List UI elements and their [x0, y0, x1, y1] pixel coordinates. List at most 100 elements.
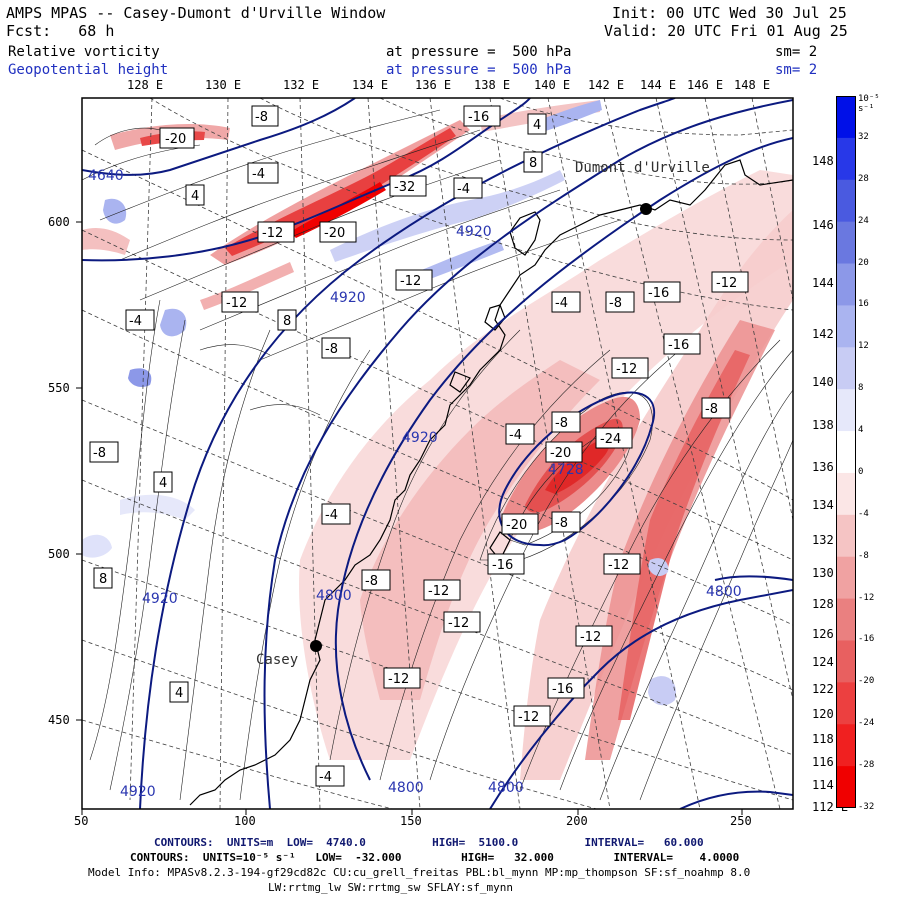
- colorbar-label: -24: [858, 718, 875, 729]
- svg-text:-24: -24: [600, 432, 621, 447]
- colorbar-segment: [836, 556, 856, 600]
- vorticity-label: -12: [221, 291, 259, 313]
- lat-lon-grid: [82, 98, 793, 809]
- colorbar-label: 20: [858, 257, 869, 268]
- svg-text:8: 8: [283, 314, 291, 329]
- colorbar-label: -8: [858, 550, 869, 561]
- field1-level: at pressure = 500 hPa: [386, 44, 572, 60]
- model-info: Model Info: MPASv8.2.3-194-gf29cd82c CU:…: [88, 866, 751, 879]
- field2-level: at pressure = 500 hPa: [386, 62, 572, 78]
- height-contour-info: CONTOURS: UNITS=m LOW= 4740.0 HIGH= 5100…: [154, 836, 704, 849]
- vorticity-label: -4: [315, 765, 345, 787]
- vorticity-label: -12: [423, 579, 461, 601]
- svg-text:-12: -12: [262, 226, 283, 241]
- vorticity-label: -8: [701, 397, 731, 419]
- x-tick-label: 200: [566, 814, 588, 828]
- svg-text:-4: -4: [555, 296, 568, 311]
- vorticity-label: 8: [277, 309, 297, 331]
- vorticity-label: 4: [527, 113, 547, 135]
- top-lon-label: 138 E: [474, 78, 511, 92]
- vorticity-label: -12: [443, 611, 481, 633]
- svg-text:-16: -16: [648, 286, 669, 301]
- colorbar-segment: [836, 263, 856, 306]
- colorbar-label: 12: [858, 341, 869, 352]
- colorbar-segment: [836, 640, 856, 683]
- vorticity-label: -4: [551, 291, 581, 313]
- svg-text:-8: -8: [705, 402, 718, 417]
- field2-name: Geopotential height: [8, 62, 169, 78]
- svg-text:-4: -4: [252, 167, 265, 182]
- colorbar-label: 24: [858, 215, 869, 226]
- height-contour-label: 4920: [330, 290, 366, 306]
- colorbar-segment: [836, 472, 856, 516]
- station-marker: [640, 203, 652, 215]
- colorbar-label: -20: [858, 676, 875, 687]
- svg-text:-4: -4: [129, 314, 142, 329]
- svg-text:-4: -4: [319, 770, 332, 785]
- forecast-hour: Fcst: 68 h: [6, 22, 115, 40]
- vorticity-label: -8: [361, 569, 391, 591]
- colorbar: [836, 96, 856, 808]
- vorticity-label: 8: [93, 567, 113, 589]
- colorbar-label: 28: [858, 173, 869, 184]
- station-label: Casey: [256, 652, 298, 668]
- svg-text:-4: -4: [457, 182, 470, 197]
- vorticity-label: -4: [321, 503, 351, 525]
- colorbar-label: 4: [858, 425, 864, 436]
- height-contour-label: 4800: [488, 780, 524, 796]
- vorticity-label: -8: [89, 441, 119, 463]
- svg-text:-12: -12: [616, 362, 637, 377]
- vorticity-label: -16: [643, 281, 681, 303]
- colorbar-label: 16: [858, 299, 869, 310]
- height-contour-label: 4800: [316, 588, 352, 604]
- x-tick-label: 250: [730, 814, 752, 828]
- svg-text:-20: -20: [506, 518, 527, 533]
- init-time: Init: 00 UTC Wed 30 Jul 25: [612, 4, 847, 22]
- vorticity-label: 4: [153, 471, 173, 493]
- colorbar-segment: [836, 179, 856, 223]
- height-contour-label: 4800: [388, 780, 424, 796]
- vorticity-label: -12: [257, 221, 295, 243]
- svg-text:-12: -12: [428, 584, 449, 599]
- colorbar-label: 0: [858, 466, 864, 477]
- vorticity-label: -12: [575, 625, 613, 647]
- station-label: Dumont d'Urville: [575, 160, 710, 176]
- svg-text:4: 4: [533, 118, 541, 133]
- svg-text:-8: -8: [93, 446, 106, 461]
- svg-text:-16: -16: [668, 338, 689, 353]
- svg-text:-32: -32: [394, 180, 415, 195]
- vorticity-label: -12: [395, 269, 433, 291]
- svg-text:4: 4: [191, 189, 199, 204]
- top-lon-label: 146 E: [687, 78, 724, 92]
- x-tick-label: 50: [74, 814, 89, 828]
- svg-text:-12: -12: [448, 616, 469, 631]
- colorbar-segment: [836, 682, 856, 725]
- svg-text:-16: -16: [492, 558, 513, 573]
- vorticity-labels: -20 -8 -16 4 -12 -20 -32 -4 4 8 -4 -12 8…: [89, 105, 749, 787]
- top-lon-label: 136 E: [415, 78, 452, 92]
- svg-text:-4: -4: [325, 508, 338, 523]
- height-contour-label: 4920: [120, 784, 156, 800]
- top-lon-label: 128 E: [127, 78, 164, 92]
- map-title: AMPS MPAS -- Casey-Dumont d'Urville Wind…: [6, 4, 386, 22]
- vorticity-label: -4: [453, 177, 483, 199]
- height-contour-label: 4728: [548, 462, 584, 478]
- y-tick-label: 500: [48, 547, 70, 561]
- station-dumont-durville: Dumont d'Urville: [575, 160, 710, 215]
- vorticity-label: -32: [389, 175, 427, 197]
- colorbar-segment: [836, 598, 856, 641]
- colorbar-label: -32: [858, 802, 875, 812]
- colorbar-label: -28: [858, 760, 875, 771]
- svg-text:-20: -20: [165, 132, 186, 147]
- field1-name: Relative vorticity: [8, 44, 160, 60]
- y-tick-label: 450: [48, 713, 70, 727]
- colorbar-segment: [836, 347, 856, 390]
- svg-text:-8: -8: [255, 110, 268, 125]
- colorbar-segment: [836, 766, 856, 808]
- height-contour-label: 4640: [88, 168, 124, 184]
- svg-text:-12: -12: [716, 276, 737, 291]
- vorticity-label: -8: [551, 411, 581, 433]
- vorticity-label: -12: [711, 271, 749, 293]
- svg-text:-4: -4: [509, 428, 522, 443]
